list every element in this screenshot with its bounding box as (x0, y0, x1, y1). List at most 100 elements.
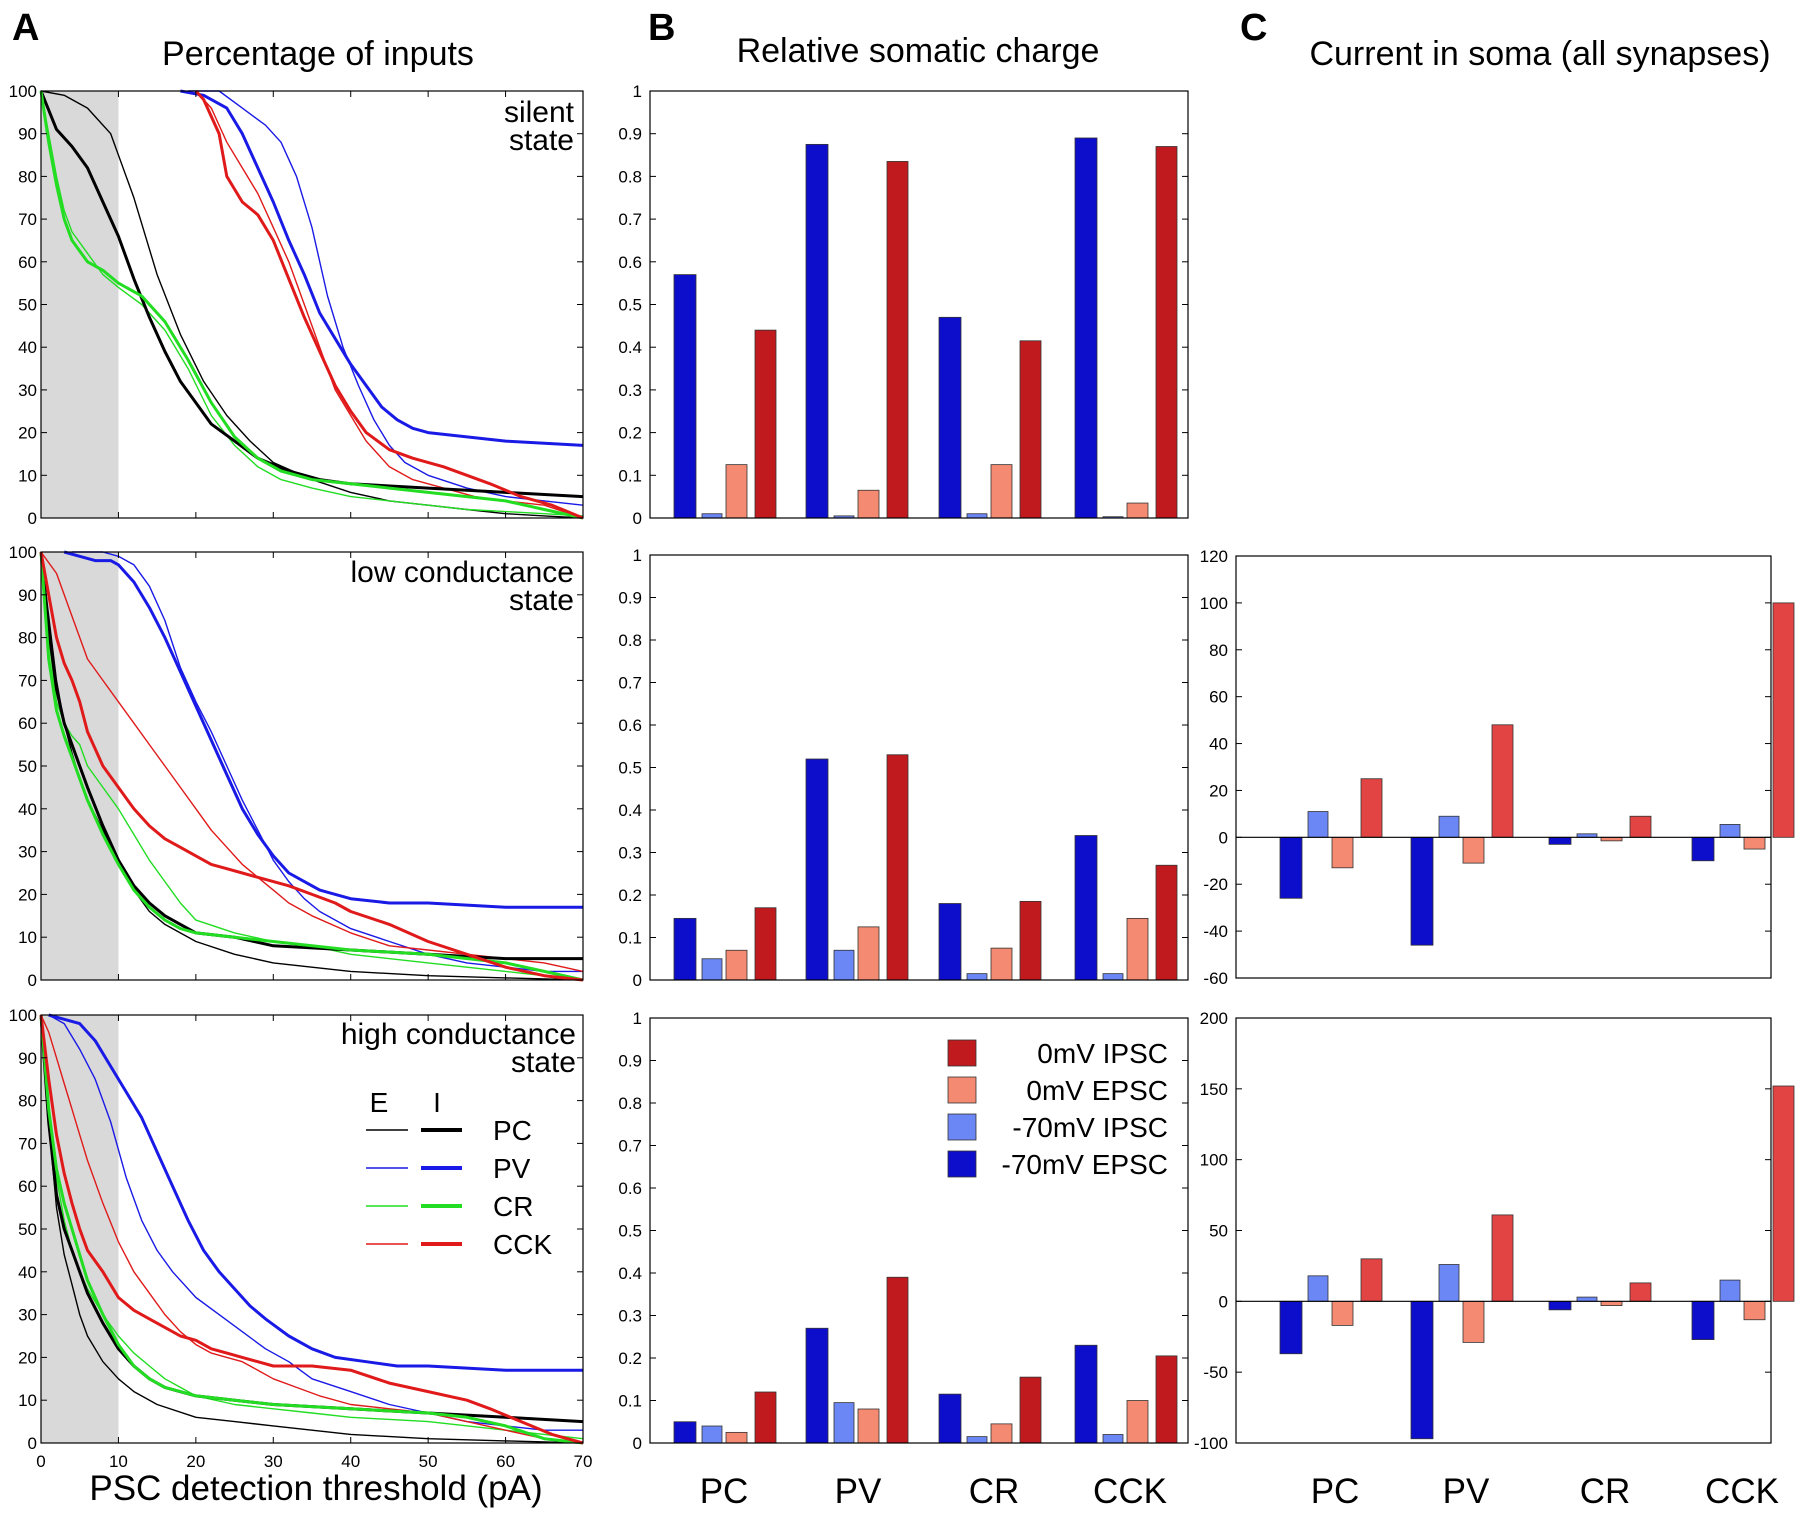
bar-pc-0 (673, 917, 697, 981)
y-tick-label: 50 (18, 757, 37, 776)
curve-cr-i (39, 90, 584, 520)
y-tick-label: 0.7 (618, 1137, 642, 1156)
legend-label-cck: CCK (493, 1229, 552, 1260)
bar-pv-3 (886, 161, 909, 519)
y-tick-label: 50 (1209, 1222, 1228, 1241)
bar-chart-b-0: 0 0.1 0.2 0.3 0.4 0.5 0.6 0.7 0.8 0.9 1 (618, 82, 1189, 528)
bar-pv-3 (1491, 724, 1514, 838)
y-tick-label: 50 (18, 296, 37, 315)
y-tick-label: 0 (1219, 1292, 1228, 1311)
bar-pc-0 (1279, 1300, 1303, 1355)
y-tick-label: 90 (18, 1049, 37, 1068)
bar-cr-1 (966, 513, 988, 519)
bar-cck-3 (1772, 1085, 1795, 1302)
bar-cck-3 (1155, 146, 1178, 519)
y-tick-label: 30 (18, 381, 37, 400)
y-tick-label: 0 (633, 971, 642, 990)
y-tick-label: 0 (633, 509, 642, 528)
bar-chart-c-1: -100 -50 0 50 100 150 200 (1194, 1009, 1795, 1453)
state-label-low-1: low conductance (351, 556, 574, 589)
y-tick-label: 20 (18, 885, 37, 904)
curve-cck-i (39, 1014, 584, 1445)
line-chart-2: 0 10 20 30 40 50 60 70 80 90 100 0 10 20 30 40 50 60 70 (9, 1006, 593, 1471)
legend-swatch-2 (947, 1113, 977, 1141)
curve-pc-e (40, 90, 584, 519)
y-tick-label: 40 (18, 800, 37, 819)
y-tick-label: 100 (1200, 594, 1228, 613)
bar-pc-2 (1331, 836, 1354, 869)
y-tick-label: 100 (9, 1006, 37, 1025)
y-tick-label: 0.2 (618, 1349, 642, 1368)
bar-cck-0 (1691, 836, 1715, 862)
panel-b-bar-charts: 00.10.20.30.40.50.60.70.80.9100.10.20.30… (618, 82, 1189, 1453)
bar-pv-0 (1410, 1300, 1434, 1440)
bar-cck-2 (1743, 836, 1766, 850)
legend-label-pc: PC (493, 1115, 532, 1146)
state-label-silent-1: silent (504, 96, 575, 129)
state-label-low-2: state (509, 584, 574, 617)
legend-bar-label-1: 0mV EPSC (1026, 1075, 1168, 1106)
y-tick-label: 0.4 (618, 338, 642, 357)
y-tick-label: 20 (1209, 781, 1228, 800)
x-tick-label: 0 (36, 1452, 45, 1471)
y-tick-label: 80 (18, 629, 37, 648)
y-tick-label: 30 (18, 1306, 37, 1325)
bar-cck-0 (1074, 1344, 1098, 1444)
x-tick-label: 60 (496, 1452, 515, 1471)
bar-pc-2 (725, 1431, 748, 1444)
y-tick-label: 0.3 (618, 844, 642, 863)
legend-label-cr: CR (493, 1191, 533, 1222)
bar-pv-1 (833, 1402, 855, 1444)
y-tick-label: 80 (1209, 641, 1228, 660)
legend-swatch-0 (947, 1039, 977, 1067)
y-tick-label: 0.5 (618, 1222, 642, 1241)
state-label-silent-2: state (509, 124, 574, 157)
category-label-c-pc: PC (1311, 1472, 1360, 1511)
legend-bar-label-2: -70mV IPSC (1012, 1112, 1168, 1143)
y-tick-label: 150 (1200, 1080, 1228, 1099)
x-tick-label: 70 (574, 1452, 593, 1471)
legend-swatch-3 (947, 1150, 977, 1178)
bar-cr-2 (990, 947, 1013, 981)
category-labels: PC PC PV PV CR CR CCK CCK (700, 1472, 1779, 1511)
bar-pc-0 (673, 1421, 697, 1444)
panel-letter-c: C (1240, 7, 1267, 49)
y-tick-label: 90 (18, 586, 37, 605)
y-tick-label: 0.8 (618, 1094, 642, 1113)
bar-cck-1 (1102, 1434, 1124, 1444)
bar-cr-0 (1548, 1300, 1572, 1311)
curve-cr-e (40, 1014, 584, 1440)
bar-cr-0 (938, 1393, 962, 1444)
bar-cr-2 (990, 464, 1013, 519)
x-tick-label: 40 (341, 1452, 360, 1471)
bar-pv-0 (1410, 836, 1434, 946)
category-label-c-pv: PV (1443, 1472, 1490, 1511)
y-tick-label: -40 (1203, 922, 1228, 941)
x-axis-label: PSC detection threshold (pA) (89, 1469, 542, 1508)
category-label-b-cck: CCK (1093, 1472, 1167, 1511)
curve-cr-e (40, 551, 584, 981)
bar-pc-3 (1360, 778, 1383, 838)
y-tick-label: 0.9 (618, 125, 642, 144)
y-tick-label: 20 (18, 424, 37, 443)
bar-cr-2 (990, 1423, 1013, 1444)
y-tick-label: 1 (633, 1009, 642, 1028)
y-tick-label: 80 (18, 1092, 37, 1111)
y-tick-label: 0.6 (618, 716, 642, 735)
curve-cck-i (194, 89, 584, 520)
y-tick-label: 0.2 (618, 886, 642, 905)
legend-bar-label-3: -70mV EPSC (1002, 1149, 1169, 1180)
bar-cr-1 (966, 973, 988, 981)
bar-pv-1 (1438, 1264, 1460, 1302)
y-tick-label: 60 (18, 1177, 37, 1196)
y-tick-label: 0 (1219, 828, 1228, 847)
bar-chart-b-2: 0 0.1 0.2 0.3 0.4 0.5 0.6 0.7 0.8 0.9 1 (618, 1009, 1189, 1453)
bar-cr-3 (1019, 900, 1042, 981)
y-tick-label: 0.9 (618, 1052, 642, 1071)
bar-cr-3 (1629, 1282, 1652, 1302)
bar-pv-3 (886, 754, 909, 981)
bar-cr-3 (1629, 815, 1652, 838)
bar-pc-2 (1331, 1300, 1354, 1326)
bar-pc-3 (754, 907, 777, 981)
y-tick-label: 40 (18, 1263, 37, 1282)
